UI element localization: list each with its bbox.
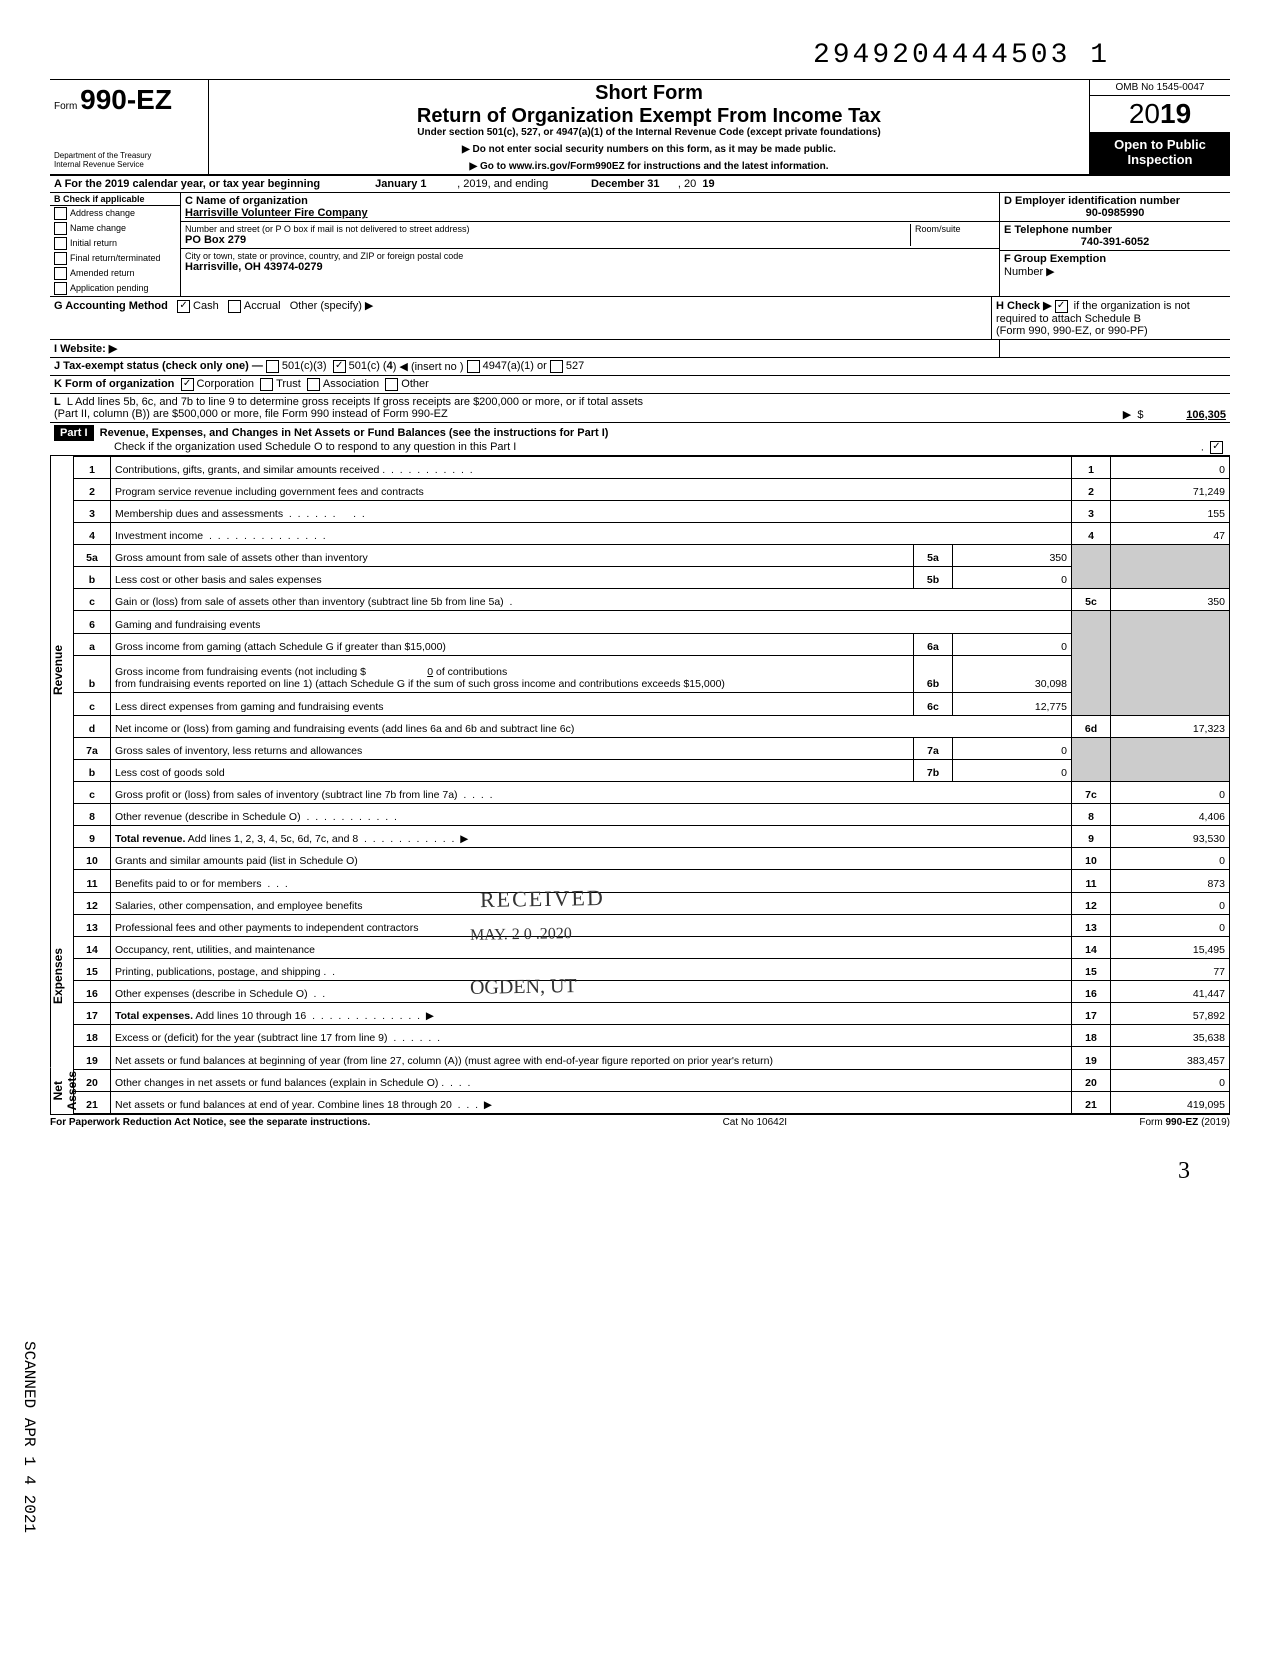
- line-10: 10Grants and similar amounts paid (list …: [74, 848, 1230, 870]
- line-a: A For the 2019 calendar year, or tax yea…: [50, 176, 1230, 193]
- org-name: Harrisville Volunteer Fire Company: [185, 207, 995, 219]
- line-l: L L Add lines 5b, 6c, and 7b to line 9 t…: [50, 394, 1230, 423]
- revenue-label: Revenue: [50, 456, 73, 884]
- line-5c: cGain or (loss) from sale of assets othe…: [74, 589, 1230, 611]
- section-c-label: C Name of organization: [185, 195, 995, 207]
- line-7b: bLess cost of goods sold7b0: [74, 759, 1230, 781]
- part-1-table: Revenue Expenses Net Assets 1Contributio…: [50, 456, 1230, 1115]
- line-11: 11Benefits paid to or for members . . .1…: [74, 870, 1230, 892]
- chk-address-change[interactable]: Address change: [50, 206, 180, 221]
- line-3: 3Membership dues and assessments . . . .…: [74, 500, 1230, 522]
- ogden-stamp: OGDEN, UT: [470, 975, 577, 1000]
- ein: 90-0985990: [1086, 207, 1145, 219]
- section-d-label: D Employer identification number: [1004, 195, 1180, 207]
- line-6c: cLess direct expenses from gaming and fu…: [74, 693, 1230, 715]
- chk-4947[interactable]: [467, 360, 480, 373]
- line-8: 8Other revenue (describe in Schedule O) …: [74, 804, 1230, 826]
- line-5b: bLess cost or other basis and sales expe…: [74, 567, 1230, 589]
- line-19: 19Net assets or fund balances at beginni…: [74, 1047, 1230, 1069]
- chk-name-change[interactable]: Name change: [50, 221, 180, 236]
- goto-line: ▶ Go to www.irs.gov/Form990EZ for instru…: [217, 161, 1081, 172]
- short-form-title: Short Form: [217, 82, 1081, 105]
- chk-trust[interactable]: [260, 378, 273, 391]
- line-6a: aGross income from gaming (attach Schedu…: [74, 633, 1230, 655]
- chk-assoc[interactable]: [307, 378, 320, 391]
- scanned-stamp: SCANNED APR 1 4 2021: [20, 1341, 38, 1533]
- org-city: Harrisville, OH 43974-0279: [185, 261, 995, 273]
- dept-treasury: Department of the Treasury Internal Reve…: [54, 152, 204, 170]
- received-stamp: RECEIVED: [480, 885, 605, 913]
- chk-527[interactable]: [550, 360, 563, 373]
- warning-line: ▶ Do not enter social security numbers o…: [217, 144, 1081, 155]
- section-e-label: E Telephone number: [1004, 224, 1112, 236]
- omb-number: OMB No 1545-0047: [1090, 80, 1230, 96]
- phone: 740-391-6052: [1081, 236, 1150, 248]
- header-block: B Check if applicable Address change Nam…: [50, 193, 1230, 297]
- line-16: 16Other expenses (describe in Schedule O…: [74, 981, 1230, 1003]
- line-4: 4Investment income . . . . . . . . . . .…: [74, 522, 1230, 544]
- part-1-header: Part I Revenue, Expenses, and Changes in…: [50, 423, 1230, 456]
- city-label: City or town, state or province, country…: [185, 251, 995, 261]
- main-title: Return of Organization Exempt From Incom…: [217, 105, 1081, 127]
- org-address: PO Box 279: [185, 234, 246, 246]
- chk-501c[interactable]: ✓: [333, 360, 346, 373]
- footer: For Paperwork Reduction Act Notice, see …: [50, 1115, 1230, 1128]
- line-7c: cGross profit or (loss) from sales of in…: [74, 781, 1230, 803]
- chk-initial-return[interactable]: Initial return: [50, 236, 180, 251]
- line-20: 20Other changes in net assets or fund ba…: [74, 1069, 1230, 1091]
- chk-other[interactable]: [385, 378, 398, 391]
- chk-application-pending[interactable]: Application pending: [50, 281, 180, 296]
- line-13: 13Professional fees and other payments t…: [74, 914, 1230, 936]
- line-2: 2Program service revenue including gover…: [74, 478, 1230, 500]
- chk-501c3[interactable]: [266, 360, 279, 373]
- line-18: 18Excess or (deficit) for the year (subt…: [74, 1025, 1230, 1047]
- dln-number: 2949204444503 1: [50, 40, 1110, 71]
- netassets-label: Net Assets: [50, 1067, 73, 1114]
- form-number: Form 990-EZ: [54, 84, 204, 116]
- line-9: 9Total revenue. Add lines 1, 2, 3, 4, 5c…: [74, 826, 1230, 848]
- line-g-h: G Accounting Method ✓Cash Accrual Other …: [50, 297, 1230, 340]
- line-6d: dNet income or (loss) from gaming and fu…: [74, 715, 1230, 737]
- room-suite-label: Room/suite: [910, 224, 995, 246]
- footer-mid: Cat No 10642I: [723, 1117, 788, 1128]
- addr-label: Number and street (or P O box if mail is…: [185, 224, 910, 234]
- chk-accrual[interactable]: [228, 300, 241, 313]
- chk-cash[interactable]: ✓: [177, 300, 190, 313]
- chk-amended-return[interactable]: Amended return: [50, 266, 180, 281]
- gross-receipts: 106,305: [1186, 409, 1226, 421]
- line-12: 12Salaries, other compensation, and empl…: [74, 892, 1230, 914]
- line-k: K Form of organization ✓Corporation Trus…: [50, 376, 1230, 394]
- chk-schedule-b[interactable]: ✓: [1055, 300, 1068, 313]
- line-1: 1Contributions, gifts, grants, and simil…: [74, 456, 1230, 478]
- open-to-public: Open to PublicInspection: [1090, 133, 1230, 174]
- footer-left: For Paperwork Reduction Act Notice, see …: [50, 1117, 370, 1128]
- chk-final-return[interactable]: Final return/terminated: [50, 251, 180, 266]
- tax-year: 2019: [1090, 96, 1230, 133]
- date-stamp: MAY. 2 0 .2020: [470, 925, 572, 945]
- line-17: 17Total expenses. Add lines 10 through 1…: [74, 1003, 1230, 1025]
- line-i: I Website: ▶: [50, 340, 1230, 358]
- line-15: 15Printing, publications, postage, and s…: [74, 958, 1230, 980]
- subtitle: Under section 501(c), 527, or 4947(a)(1)…: [217, 127, 1081, 138]
- chk-schedule-o[interactable]: ✓: [1210, 441, 1223, 454]
- line-21: 21Net assets or fund balances at end of …: [74, 1091, 1230, 1113]
- line-7a: 7aGross sales of inventory, less returns…: [74, 737, 1230, 759]
- form-header: Form 990-EZ Department of the Treasury I…: [50, 79, 1230, 176]
- section-b-label: B Check if applicable: [50, 193, 180, 206]
- line-6b: bGross income from fundraising events (n…: [74, 655, 1230, 693]
- expenses-label: Expenses: [50, 884, 73, 1067]
- line-5a: 5aGross amount from sale of assets other…: [74, 545, 1230, 567]
- line-14: 14Occupancy, rent, utilities, and mainte…: [74, 936, 1230, 958]
- chk-corp[interactable]: ✓: [181, 378, 194, 391]
- line-j: J Tax-exempt status (check only one) — 5…: [50, 358, 1230, 376]
- footer-right: Form 990-EZ (2019): [1139, 1117, 1230, 1128]
- section-f-label: F Group Exemption: [1004, 253, 1106, 265]
- section-f-number: Number ▶: [1004, 266, 1055, 278]
- line-6: 6Gaming and fundraising events: [74, 611, 1230, 633]
- page-number: 3: [50, 1158, 1190, 1185]
